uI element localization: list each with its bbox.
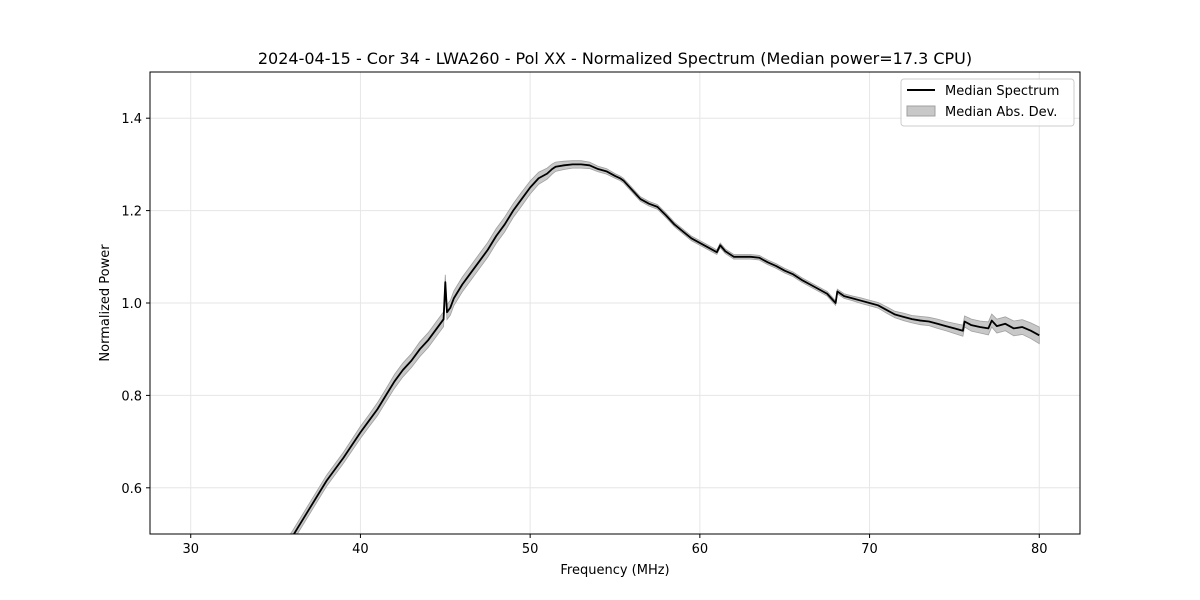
x-tick-label: 40	[352, 542, 369, 557]
x-tick-label: 70	[861, 542, 878, 557]
x-axis-label: Frequency (MHz)	[560, 563, 669, 578]
median-spectrum-line	[292, 163, 1040, 534]
x-tick-label: 80	[1031, 542, 1048, 557]
legend-label-median-abs-dev: Median Abs. Dev.	[945, 105, 1057, 120]
legend-band-swatch	[906, 105, 936, 117]
y-tick-label: 1.0	[121, 297, 142, 312]
x-tick-label: 50	[522, 542, 539, 557]
y-tick-label: 1.2	[121, 205, 142, 220]
y-tick-label: 0.8	[121, 389, 142, 404]
y-tick-label: 1.4	[121, 112, 142, 127]
tick-layer: 30 40 50 60 70 80 0.6 0.8 1.0 1.2 1.4	[121, 112, 1047, 557]
x-tick-label: 30	[182, 542, 199, 557]
legend: Median Spectrum Median Abs. Dev.	[900, 78, 1075, 127]
legend-label-median-spectrum: Median Spectrum	[945, 84, 1059, 99]
mad-band	[289, 160, 1040, 534]
chart-title: 2024-04-15 - Cor 34 - LWA260 - Pol XX - …	[258, 49, 972, 68]
legend-box	[900, 78, 1075, 127]
y-axis-label: Normalized Power	[98, 244, 113, 362]
y-tick-label: 0.6	[121, 482, 142, 497]
x-tick-label: 60	[692, 542, 709, 557]
